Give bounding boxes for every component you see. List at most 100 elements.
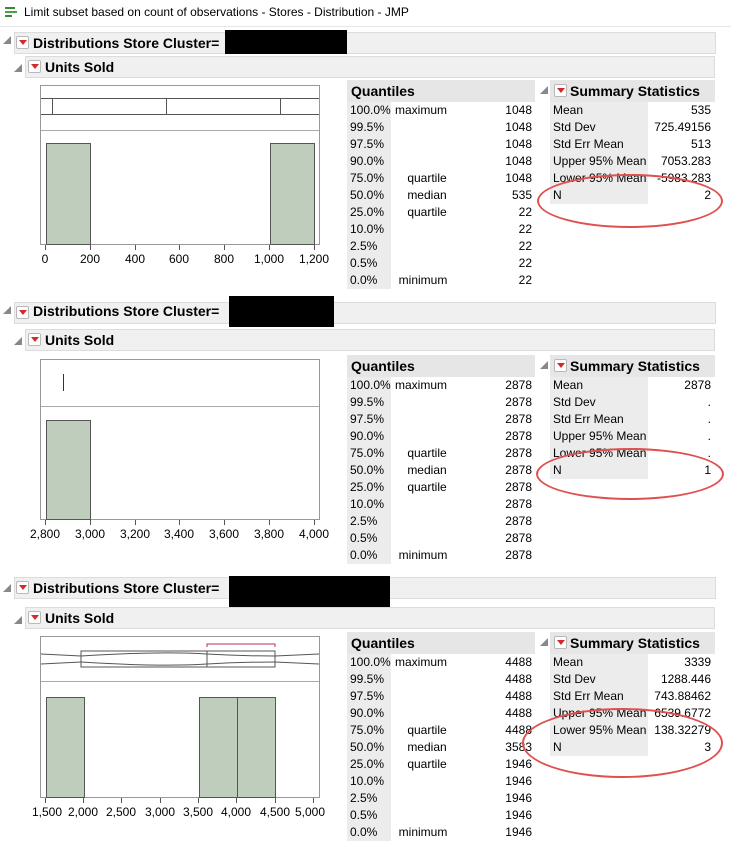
red-triangle-menu-icon[interactable] — [16, 581, 29, 594]
quantile-label: minimum — [398, 273, 448, 287]
x-tick-label: 600 — [168, 252, 190, 266]
histogram-bar — [199, 697, 238, 798]
x-axis-tick — [135, 520, 136, 525]
x-axis: 2,800 3,000 3,200 3,400 3,600 3,800 4,00… — [30, 520, 329, 544]
summary-stats-header[interactable]: Summary Statistics — [550, 355, 715, 377]
disclosure-triangle-icon[interactable] — [540, 361, 548, 369]
quantile-value: 1048 — [505, 120, 532, 134]
x-axis-tick — [313, 798, 314, 803]
x-axis-tick — [224, 245, 225, 250]
quantiles-header[interactable]: Quantiles — [347, 80, 535, 102]
disclosure-triangle-icon[interactable] — [14, 616, 22, 624]
histogram-plot[interactable] — [40, 85, 320, 245]
quantile-label: quartile — [407, 205, 447, 219]
quantiles-pct-column — [347, 654, 391, 841]
quantile-label: quartile — [407, 723, 447, 737]
annotation-circle — [522, 708, 723, 778]
x-axis-tick — [314, 245, 315, 250]
x-axis-tick — [179, 245, 180, 250]
x-tick-label: 3,000 — [74, 527, 106, 541]
quantile-pct: 97.5% — [350, 412, 385, 426]
subsection-header: Units Sold — [45, 332, 115, 348]
stat-value: 535 — [690, 103, 711, 117]
histogram-bar — [270, 143, 315, 245]
red-triangle-menu-icon[interactable] — [28, 60, 41, 73]
stat-value: 725.49156 — [654, 120, 711, 134]
section-header: Distributions Store Cluster= — [33, 580, 220, 596]
quantiles-header[interactable]: Quantiles — [347, 355, 535, 377]
x-tick-label: 0 — [41, 252, 49, 266]
quantile-label: median — [407, 740, 447, 754]
x-axis: 1,500 2,000 2,500 3,000 3,500 4,000 4,50… — [32, 798, 325, 822]
disclosure-triangle-icon[interactable] — [14, 337, 22, 345]
redacted-label — [225, 30, 347, 54]
quantile-value: 1946 — [505, 791, 532, 805]
red-triangle-menu-icon[interactable] — [554, 359, 567, 372]
disclosure-triangle-icon[interactable] — [540, 638, 548, 646]
red-triangle-menu-icon[interactable] — [28, 333, 41, 346]
red-triangle-menu-icon[interactable] — [16, 306, 29, 319]
quantile-value: 1048 — [505, 103, 532, 117]
quantile-pct: 0.5% — [350, 256, 378, 270]
quantile-pct: 90.0% — [350, 429, 385, 443]
quantile-pct: 50.0% — [350, 463, 385, 477]
quantile-label: minimum — [398, 825, 448, 839]
quantiles-pct-column — [347, 377, 391, 564]
quantile-label: median — [407, 463, 447, 477]
quantiles-header[interactable]: Quantiles — [347, 632, 535, 654]
quantile-label: quartile — [407, 446, 447, 460]
quantile-pct: 75.0% — [350, 446, 385, 460]
x-axis-tick — [179, 520, 180, 525]
x-tick-label: 1,200 — [298, 252, 330, 266]
quantile-pct: 75.0% — [350, 723, 385, 737]
box-plot — [41, 643, 319, 668]
disclosure-triangle-icon[interactable] — [3, 306, 11, 314]
stat-name: Mean — [553, 378, 584, 392]
histogram-plot[interactable] — [40, 359, 320, 520]
x-axis-tick — [198, 798, 199, 803]
histogram-plot[interactable] — [40, 636, 320, 798]
quantile-pct: 100.0% — [350, 378, 391, 392]
quantile-value: 3583 — [505, 740, 532, 754]
window-title-bar: Limit subset based on count of observati… — [0, 0, 731, 27]
red-triangle-menu-icon[interactable] — [16, 36, 29, 49]
quantile-value: 1946 — [505, 825, 532, 839]
red-triangle-menu-icon[interactable] — [28, 611, 41, 624]
box-plot-whisker — [41, 653, 319, 665]
x-tick-label: 4,500 — [259, 805, 291, 819]
stat-name: Mean — [553, 103, 584, 117]
disclosure-triangle-icon[interactable] — [3, 36, 11, 44]
quantile-pct: 0.0% — [350, 548, 378, 562]
disclosure-triangle-icon[interactable] — [3, 584, 11, 592]
x-tick-label: 3,800 — [253, 527, 285, 541]
subsection-header-bar — [25, 329, 715, 351]
stat-value: 1288.446 — [660, 672, 711, 686]
section-header-bar — [14, 302, 716, 324]
histogram-bar — [46, 143, 91, 245]
section-header-bar — [14, 32, 716, 54]
section-header: Distributions Store Cluster= — [33, 303, 220, 319]
quantile-value: 2878 — [505, 395, 532, 409]
x-axis-tick — [121, 798, 122, 803]
disclosure-triangle-icon[interactable] — [14, 64, 22, 72]
distribution-section-3: Distributions Store Cluster= Units Sold … — [0, 574, 731, 850]
red-triangle-menu-icon[interactable] — [554, 84, 567, 97]
x-tick-label: 4,000 — [220, 805, 252, 819]
quantile-pct: 50.0% — [350, 740, 385, 754]
quantiles-pct-column — [347, 102, 391, 289]
summary-stats-header[interactable]: Summary Statistics — [550, 632, 715, 654]
disclosure-triangle-icon[interactable] — [540, 86, 548, 94]
redacted-label — [229, 576, 390, 608]
x-tick-label: 2,800 — [29, 527, 61, 541]
quantile-label: median — [407, 188, 447, 202]
quantile-pct: 0.5% — [350, 808, 378, 822]
red-triangle-menu-icon[interactable] — [554, 636, 567, 649]
quantile-value: 2878 — [505, 531, 532, 545]
summary-stats-header[interactable]: Summary Statistics — [550, 80, 715, 102]
subsection-header-bar — [25, 56, 715, 78]
quantile-pct: 99.5% — [350, 672, 385, 686]
annotation-circle — [537, 174, 723, 228]
quantile-pct: 100.0% — [350, 103, 391, 117]
stat-value: . — [707, 429, 711, 443]
x-tick-label: 1,000 — [253, 252, 285, 266]
